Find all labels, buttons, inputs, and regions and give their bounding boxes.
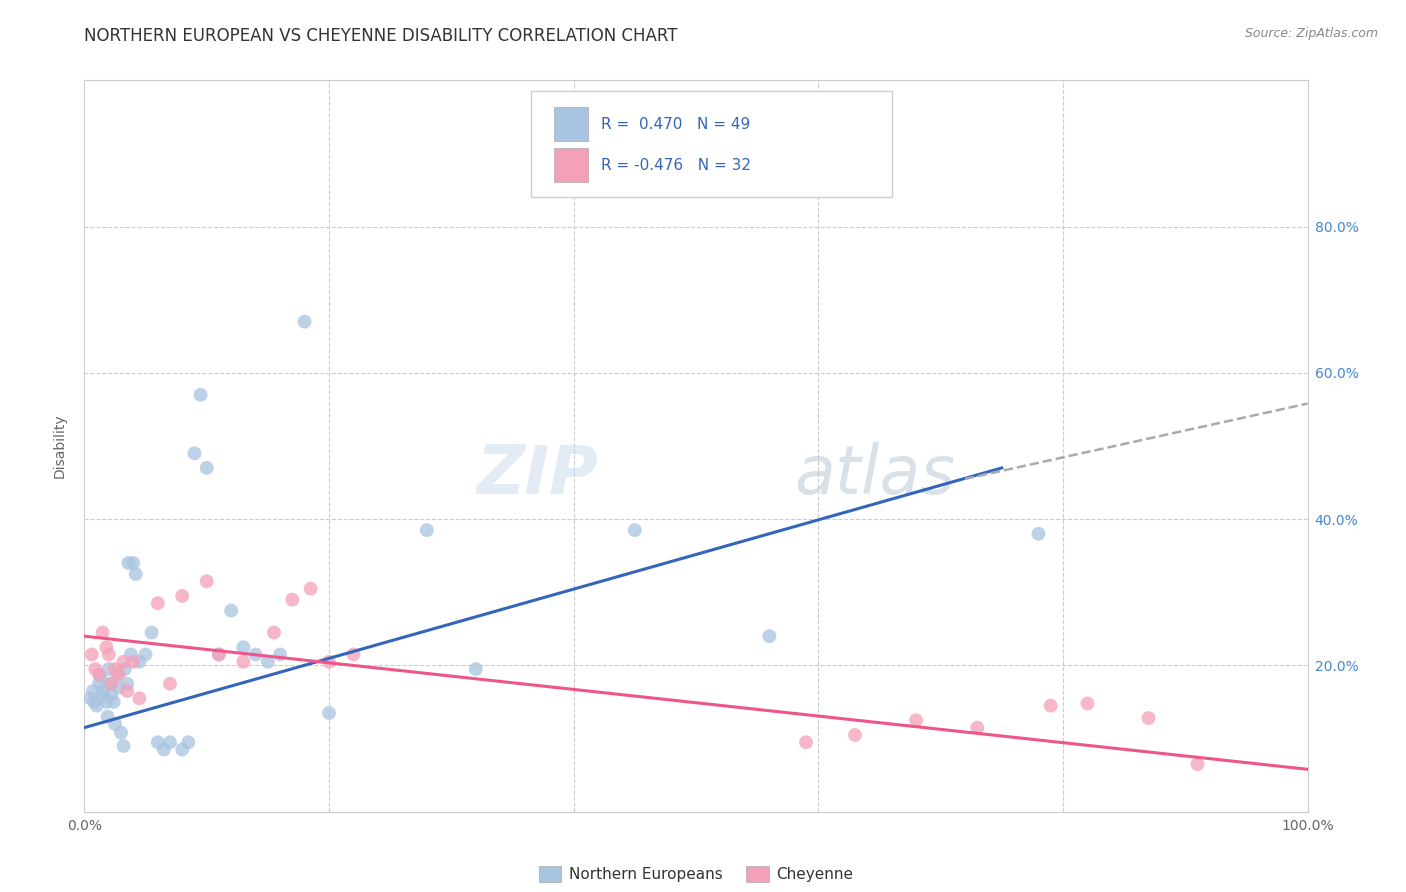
Point	[294, 315, 316, 329]
Point	[115, 684, 138, 698]
Point	[104, 662, 127, 676]
Point	[122, 556, 145, 570]
Point	[190, 388, 212, 402]
Text: R = -0.476   N = 32: R = -0.476 N = 32	[600, 158, 751, 173]
Point	[219, 603, 242, 617]
Point	[128, 691, 150, 706]
Point	[153, 742, 176, 756]
Point	[80, 648, 103, 662]
Point	[107, 681, 129, 695]
Point	[299, 582, 322, 596]
Point	[208, 648, 231, 662]
Point	[177, 735, 200, 749]
Point	[159, 735, 181, 749]
Point	[87, 667, 110, 681]
Point	[159, 676, 181, 690]
Point	[318, 655, 340, 669]
Point	[100, 688, 122, 702]
Point	[107, 667, 129, 681]
Point	[96, 640, 118, 655]
Point	[146, 735, 169, 749]
Point	[342, 648, 364, 662]
Point	[117, 556, 139, 570]
Point	[83, 695, 105, 709]
Point	[257, 655, 280, 669]
Text: R =  0.470   N = 49: R = 0.470 N = 49	[600, 117, 749, 132]
Point	[91, 684, 114, 698]
Point	[84, 662, 107, 676]
Point	[1039, 698, 1062, 713]
Point	[86, 698, 108, 713]
Point	[1028, 526, 1050, 541]
Point	[1137, 711, 1160, 725]
Point	[128, 655, 150, 669]
Point	[146, 596, 169, 610]
Point	[105, 667, 128, 681]
Text: Source: ZipAtlas.com: Source: ZipAtlas.com	[1244, 27, 1378, 40]
Point	[172, 742, 194, 756]
Point	[89, 669, 111, 683]
Point	[82, 684, 104, 698]
Point	[79, 691, 101, 706]
Point	[281, 592, 304, 607]
Point	[135, 648, 157, 662]
Point	[464, 662, 486, 676]
Point	[195, 461, 218, 475]
Point	[91, 625, 114, 640]
Point	[269, 648, 291, 662]
Point	[110, 725, 132, 739]
Bar	[554, 107, 588, 141]
Point	[232, 655, 254, 669]
Point	[794, 735, 817, 749]
Point	[232, 640, 254, 655]
Point	[112, 739, 135, 753]
Point	[122, 655, 145, 669]
Point	[98, 676, 121, 690]
Point	[1187, 757, 1209, 772]
Point	[104, 717, 127, 731]
Point	[624, 523, 647, 537]
Point	[263, 625, 285, 640]
Text: ZIP: ZIP	[477, 442, 598, 508]
Point	[183, 446, 205, 460]
Point	[120, 648, 142, 662]
Point	[318, 706, 340, 720]
Point	[93, 689, 115, 703]
Point	[844, 728, 866, 742]
Bar	[554, 148, 588, 182]
FancyBboxPatch shape	[531, 91, 891, 197]
Text: atlas: atlas	[794, 442, 955, 508]
Legend: Northern Europeans, Cheyenne: Northern Europeans, Cheyenne	[533, 860, 859, 888]
Point	[208, 648, 231, 662]
Y-axis label: Disability: Disability	[52, 414, 66, 478]
Point	[141, 625, 163, 640]
Point	[97, 662, 120, 676]
Point	[103, 695, 125, 709]
Text: NORTHERN EUROPEAN VS CHEYENNE DISABILITY CORRELATION CHART: NORTHERN EUROPEAN VS CHEYENNE DISABILITY…	[84, 27, 678, 45]
Point	[758, 629, 780, 643]
Point	[966, 721, 988, 735]
Point	[112, 655, 135, 669]
Point	[172, 589, 194, 603]
Point	[87, 676, 110, 690]
Point	[1076, 697, 1098, 711]
Point	[195, 574, 218, 589]
Point	[97, 648, 120, 662]
Point	[125, 567, 148, 582]
Point	[114, 662, 136, 676]
Point	[97, 709, 120, 723]
Point	[96, 695, 118, 709]
Point	[115, 676, 138, 690]
Point	[416, 523, 439, 537]
Point	[245, 648, 267, 662]
Point	[905, 714, 928, 728]
Point	[100, 676, 122, 690]
